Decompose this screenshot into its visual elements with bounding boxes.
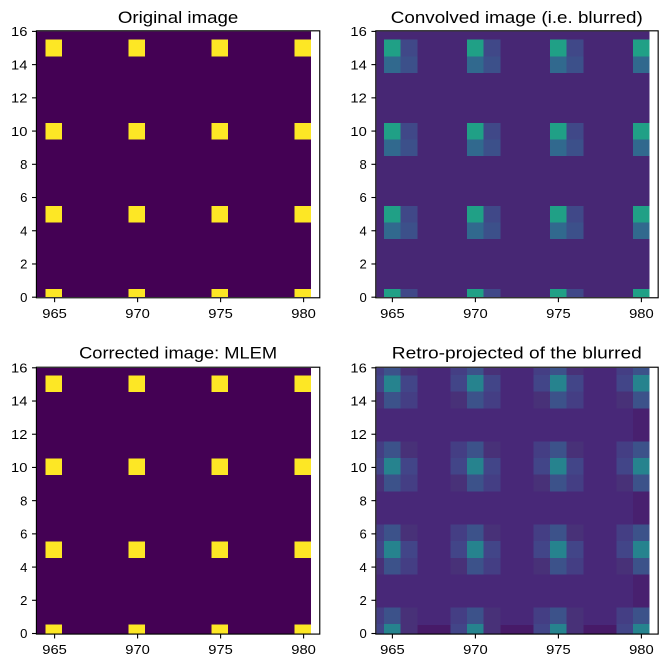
svg-text:8: 8 [20, 493, 27, 508]
svg-text:Convolved image (i.e. blurred): Convolved image (i.e. blurred) [391, 9, 643, 27]
svg-text:4: 4 [20, 223, 27, 238]
svg-text:965: 965 [380, 642, 405, 657]
svg-text:12: 12 [11, 427, 27, 442]
svg-text:16: 16 [350, 361, 366, 376]
svg-text:Corrected image: MLEM: Corrected image: MLEM [79, 344, 277, 362]
svg-text:975: 975 [546, 642, 571, 657]
svg-text:975: 975 [546, 306, 571, 321]
svg-text:12: 12 [350, 91, 366, 106]
svg-text:6: 6 [360, 527, 367, 542]
svg-text:Original image: Original image [118, 9, 239, 27]
svg-text:6: 6 [20, 527, 27, 542]
svg-text:6: 6 [360, 190, 367, 205]
svg-text:970: 970 [463, 642, 488, 657]
svg-text:975: 975 [208, 306, 233, 321]
svg-text:2: 2 [20, 257, 27, 272]
svg-text:965: 965 [380, 306, 405, 321]
svg-text:10: 10 [350, 460, 366, 475]
svg-text:2: 2 [360, 257, 367, 272]
svg-text:4: 4 [360, 560, 367, 575]
svg-text:16: 16 [11, 361, 27, 376]
svg-text:10: 10 [11, 124, 27, 139]
svg-text:14: 14 [350, 394, 366, 409]
svg-text:4: 4 [360, 223, 367, 238]
svg-text:980: 980 [291, 306, 316, 321]
svg-text:0: 0 [360, 290, 367, 305]
svg-text:975: 975 [208, 642, 233, 657]
svg-text:2: 2 [20, 593, 27, 608]
svg-text:16: 16 [11, 24, 27, 39]
svg-text:12: 12 [11, 91, 27, 106]
svg-text:8: 8 [360, 157, 367, 172]
svg-text:0: 0 [20, 626, 27, 641]
svg-text:8: 8 [20, 157, 27, 172]
svg-text:6: 6 [20, 190, 27, 205]
svg-text:980: 980 [629, 306, 654, 321]
svg-text:16: 16 [350, 24, 366, 39]
svg-text:965: 965 [42, 306, 67, 321]
svg-text:970: 970 [125, 306, 150, 321]
svg-text:2: 2 [360, 593, 367, 608]
svg-text:8: 8 [360, 493, 367, 508]
svg-text:0: 0 [20, 290, 27, 305]
svg-text:4: 4 [20, 560, 27, 575]
svg-text:970: 970 [125, 642, 150, 657]
svg-text:980: 980 [291, 642, 316, 657]
svg-text:10: 10 [350, 124, 366, 139]
svg-text:965: 965 [42, 642, 67, 657]
svg-text:0: 0 [360, 626, 367, 641]
svg-text:10: 10 [11, 460, 27, 475]
svg-text:14: 14 [11, 394, 27, 409]
svg-text:12: 12 [350, 427, 366, 442]
svg-text:14: 14 [350, 57, 366, 72]
svg-text:970: 970 [463, 306, 488, 321]
svg-text:980: 980 [629, 642, 654, 657]
svg-text:14: 14 [11, 57, 27, 72]
svg-text:Retro-projected of the blurred: Retro-projected of the blurred [392, 344, 642, 362]
